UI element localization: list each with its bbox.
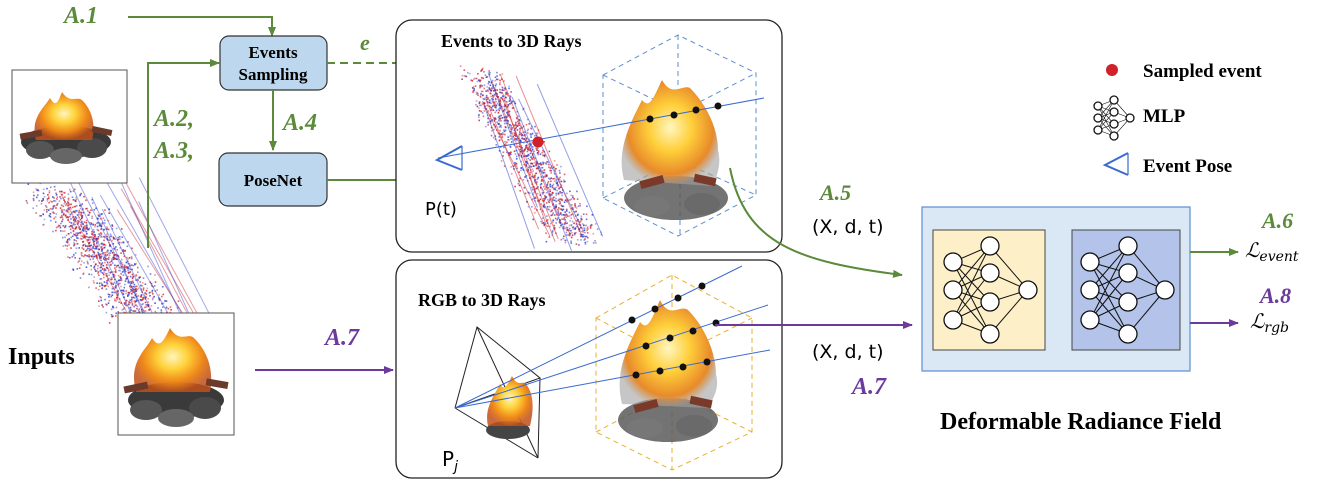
label-a1: A.1: [62, 3, 98, 29]
pose-j-main: P: [442, 447, 454, 471]
events-to-rays-panel: Events to 3D Rays: [396, 20, 782, 252]
input-image-top: [12, 70, 127, 183]
legend-sampled-event-dot: [1106, 64, 1118, 76]
legend-event-pose-icon: [1105, 153, 1128, 175]
rgb-to-rays-panel: RGB to 3D Rays: [396, 260, 782, 478]
sampled-event-dot: [533, 137, 544, 148]
input-image-bottom: [118, 313, 234, 435]
posenet-box: PoseNet: [219, 153, 327, 206]
pose-t-label: P(t): [425, 199, 457, 220]
xdt-top: (X, d, t): [812, 216, 884, 238]
label-a3: A.3,: [152, 138, 194, 164]
label-e: e: [360, 30, 370, 55]
label-a5: A.5: [818, 180, 851, 205]
legend-mlp-label: MLP: [1143, 106, 1186, 127]
legend-event-pose-label: Event Pose: [1143, 156, 1232, 177]
inputs-label: Inputs: [8, 344, 75, 370]
label-a4: A.4: [281, 110, 317, 136]
deformable-radiance-field: [922, 207, 1190, 371]
loss-event-symbol: ℒ: [1245, 238, 1260, 262]
xdt-bottom: (X, d, t): [812, 341, 884, 363]
events-sampling-line1: Events: [248, 43, 298, 62]
events-sampling-line2: Sampling: [239, 65, 308, 84]
flow-a1-arrow: [128, 17, 272, 36]
loss-rgb-symbol: ℒ: [1250, 309, 1265, 333]
loss-rgb: ℒrgb: [1250, 309, 1289, 336]
events-sampling-box: Events Sampling: [220, 36, 327, 90]
label-a7-left: A.7: [323, 325, 360, 351]
label-a2: A.2,: [152, 106, 194, 132]
rgb-to-rays-title: RGB to 3D Rays: [418, 290, 546, 310]
loss-rgb-subscript: rgb: [1264, 320, 1289, 336]
events-to-rays-title: Events to 3D Rays: [441, 31, 582, 51]
deformable-field-label: Deformable Radiance Field: [940, 409, 1222, 435]
legend: Sampled event MLP Event Pose: [1094, 61, 1262, 177]
label-a6: A.6: [1260, 208, 1293, 233]
legend-sampled-event-label: Sampled event: [1143, 61, 1262, 82]
label-a8: A.8: [1258, 283, 1291, 308]
label-a7-right: A.7: [850, 374, 887, 400]
posenet-label: PoseNet: [244, 171, 303, 190]
loss-event: ℒevent: [1245, 238, 1299, 265]
legend-mlp-icon: [1094, 96, 1134, 140]
loss-event-subscript: event: [1259, 249, 1298, 265]
